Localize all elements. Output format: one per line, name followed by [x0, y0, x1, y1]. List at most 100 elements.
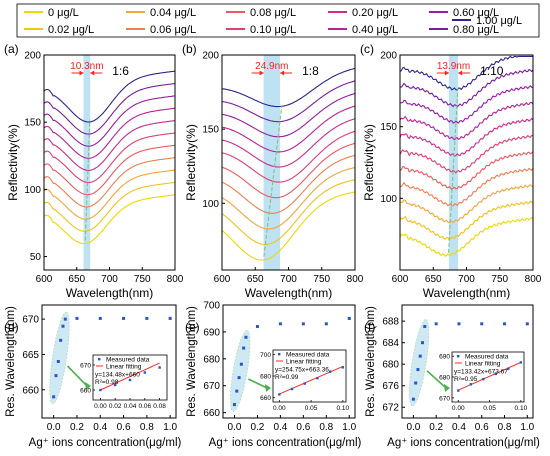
data-point [52, 395, 56, 399]
x-tick-label: 800 [347, 274, 364, 285]
reflectivity-curve [221, 154, 356, 214]
width-arrowhead-left [259, 70, 264, 76]
data-point [54, 374, 58, 378]
inset-equation: y=134.48x+660 [95, 372, 140, 379]
inset-arrow [247, 378, 268, 389]
data-point [56, 360, 60, 363]
plot-frame [43, 54, 176, 271]
inset-r-squared: R²=0.99 [275, 374, 299, 381]
inset-data-point [158, 366, 161, 369]
legend-item: 0.10 μg/L [226, 24, 296, 36]
data-points [411, 322, 529, 401]
data-point [421, 341, 425, 345]
reflectivity-curve [43, 157, 176, 208]
x-tick-label: 0.0 [228, 422, 242, 433]
ratio-label: 1:10 [480, 64, 504, 78]
x-tick-label: 0.2 [250, 422, 264, 433]
legend-item: 0 μg/L [24, 7, 79, 19]
reflectivity-curve [399, 134, 534, 174]
panel-e: 0.0 0.2 0.4 0.6 0.8 1.0 660 670 680 690 700 Ag⁺ ion… [185, 301, 362, 450]
x-axis-label: Wavelength(nm) [66, 286, 154, 300]
inset-r-squared: R²=0.98 [95, 379, 119, 386]
inset-x-tick-label: 0.00 [94, 403, 107, 410]
y-tick-label: 684 [382, 338, 399, 349]
legend-item: 0.08 μg/L [226, 7, 296, 19]
width-arrowhead-right [280, 70, 285, 76]
reflectivity-curve [221, 80, 356, 123]
reflectivity-curve [221, 105, 356, 153]
inset-x-tick-label: 0.04 [124, 403, 137, 410]
y-tick-label: 150 [202, 125, 219, 136]
data-point [168, 316, 172, 320]
data-point [411, 397, 415, 401]
x-axis-label: Ag⁺ ions concentration(μg/ml) [387, 437, 540, 449]
inset-legend-marker [278, 353, 281, 356]
data-point [244, 335, 248, 339]
width-label: 10.3nm [70, 61, 103, 72]
inset-y-tick-label: 670 [439, 395, 450, 402]
x-tick-label: 0.6 [475, 422, 489, 433]
y-axis-label: Reflectivity(%) [362, 124, 376, 201]
inset-data-point [290, 387, 294, 391]
reflectivity-curve [43, 107, 176, 159]
reflectivity-curve [221, 179, 356, 246]
x-tick-label: 800 [525, 274, 542, 285]
x-tick-label: 1.0 [342, 422, 356, 433]
inset-legend-marker [98, 358, 101, 361]
data-point [255, 325, 259, 329]
y-tick-label: 660 [203, 408, 220, 419]
legend-label: 0.02 μg/L [48, 24, 94, 36]
inset-x-tick-label: 0.02 [109, 403, 122, 410]
width-arrowhead-right [458, 70, 463, 76]
x-tick-label: 0.0 [47, 422, 61, 433]
y-axis-label: Res. Wavelength(nm) [365, 306, 377, 417]
inset-legend-fit: Linear fitting [106, 364, 142, 371]
x-tick-label: 0.8 [498, 422, 512, 433]
x-tick-label: 0.8 [140, 422, 154, 433]
reflectivity-curve [399, 85, 534, 124]
inset-x-tick-label: 0.05 [305, 405, 318, 412]
y-tick-label: 680 [382, 360, 399, 371]
inset-x-tick-label: 0.00 [273, 405, 286, 412]
data-point [61, 324, 65, 328]
data-point [145, 316, 149, 320]
y-tick-label: 690 [203, 327, 220, 338]
reflectivity-curve [221, 142, 356, 199]
reflectivity-curve [43, 181, 176, 232]
reflectivity-curve [399, 150, 534, 191]
inset-arrowhead [85, 382, 91, 390]
inset-data-point [143, 371, 146, 374]
inset-legend-points: Measured data [465, 354, 509, 361]
inset-plot: 0.00 0.05 0.10 670 680 690 Measured dataLinear… [439, 351, 528, 412]
x-tick-label: 800 [167, 274, 184, 285]
legend-label: 1.00 μg/L [476, 15, 522, 27]
panel-label: (f) [364, 320, 375, 334]
legend-item: 0.60 μg/L [429, 7, 499, 19]
x-tick-label: 650 [68, 274, 85, 285]
x-tick-label: 0.0 [406, 422, 420, 433]
x-axis-label: Ag⁺ ions concentration(μg/ml) [209, 437, 362, 449]
legend-label: 0.04 μg/L [150, 7, 196, 19]
x-tick-label: 0.6 [296, 422, 310, 433]
panel-label: (c) [360, 42, 374, 56]
x-tick-label: 0.4 [93, 422, 107, 433]
inset-data-point [328, 370, 332, 373]
reflectivity-curves [43, 70, 176, 245]
y-tick-label: 665 [22, 350, 39, 361]
data-point [480, 322, 484, 326]
inset-y-tick-label: 660 [80, 388, 91, 395]
reflectivity-curve [221, 67, 356, 108]
legend: 0 μg/L 0.02 μg/L 0.04 μg/L 0.06 μg/L 0.08 μg… [16, 3, 540, 38]
width-arrowhead-left [444, 70, 449, 76]
x-tick-label: 750 [491, 274, 508, 285]
reflectivity-curves [399, 55, 534, 257]
legend-item: 0.04 μg/L [126, 7, 196, 19]
inset-data-point [316, 376, 319, 380]
y-tick-label: 670 [203, 381, 220, 392]
y-axis-label: Res. Wavelength(nm) [186, 306, 198, 417]
reflectivity-curve [43, 194, 176, 245]
inset-data-point [482, 377, 485, 381]
plot-frame [401, 304, 534, 419]
reflectivity-curve [221, 92, 356, 138]
